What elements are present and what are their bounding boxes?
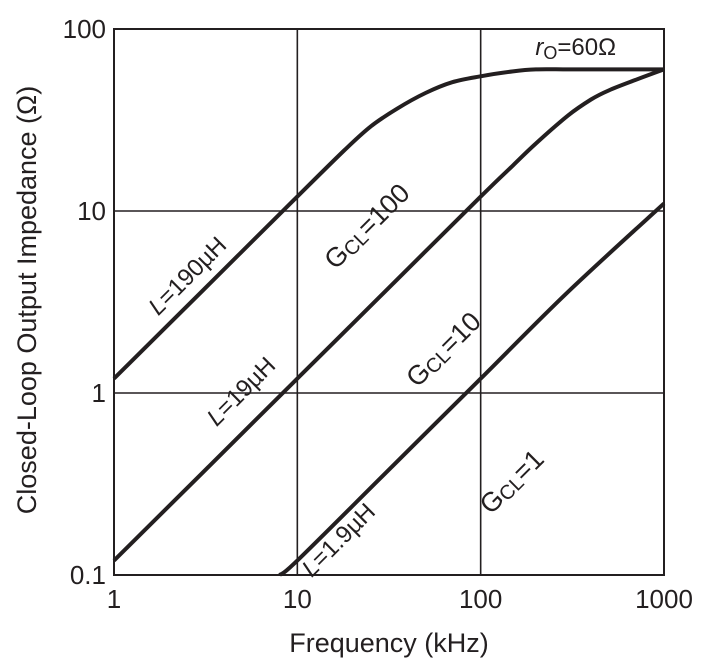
plot-frame bbox=[113, 28, 665, 576]
y-tick-label: 0.1 bbox=[70, 560, 106, 590]
annotation-ro: rO=60Ω bbox=[535, 34, 616, 63]
x-tick-label: 1 bbox=[107, 584, 121, 614]
annotations: rO=60ΩL=190µHL=19µHL=1.9µHGCL=100GCL=10G… bbox=[143, 34, 616, 582]
annotation-G1: GCL=1 bbox=[474, 444, 551, 521]
series-line-1 bbox=[112, 67, 664, 381]
y-tick-label: 100 bbox=[63, 14, 106, 44]
x-tick-label: 10 bbox=[283, 584, 312, 614]
x-tick-label: 1000 bbox=[635, 584, 693, 614]
x-tick-label: 100 bbox=[459, 584, 502, 614]
y-tick-label: 1 bbox=[92, 378, 106, 408]
series-lines bbox=[112, 67, 666, 577]
series-line-2 bbox=[112, 67, 665, 563]
series-line-3 bbox=[278, 202, 666, 577]
y-axis-title: Closed-Loop Output Impedance (Ω) bbox=[12, 86, 42, 514]
plot-border bbox=[113, 28, 665, 576]
annotation-L19: L=19µH bbox=[202, 352, 281, 431]
grid-lines bbox=[114, 29, 664, 575]
annotation-G100: GCL=100 bbox=[318, 178, 416, 276]
annotation-G10: GCL=10 bbox=[400, 306, 487, 393]
annotation-L19u: L=1.9µH bbox=[297, 498, 381, 582]
x-axis-title: Frequency (kHz) bbox=[289, 628, 489, 658]
y-tick-label: 10 bbox=[77, 196, 106, 226]
